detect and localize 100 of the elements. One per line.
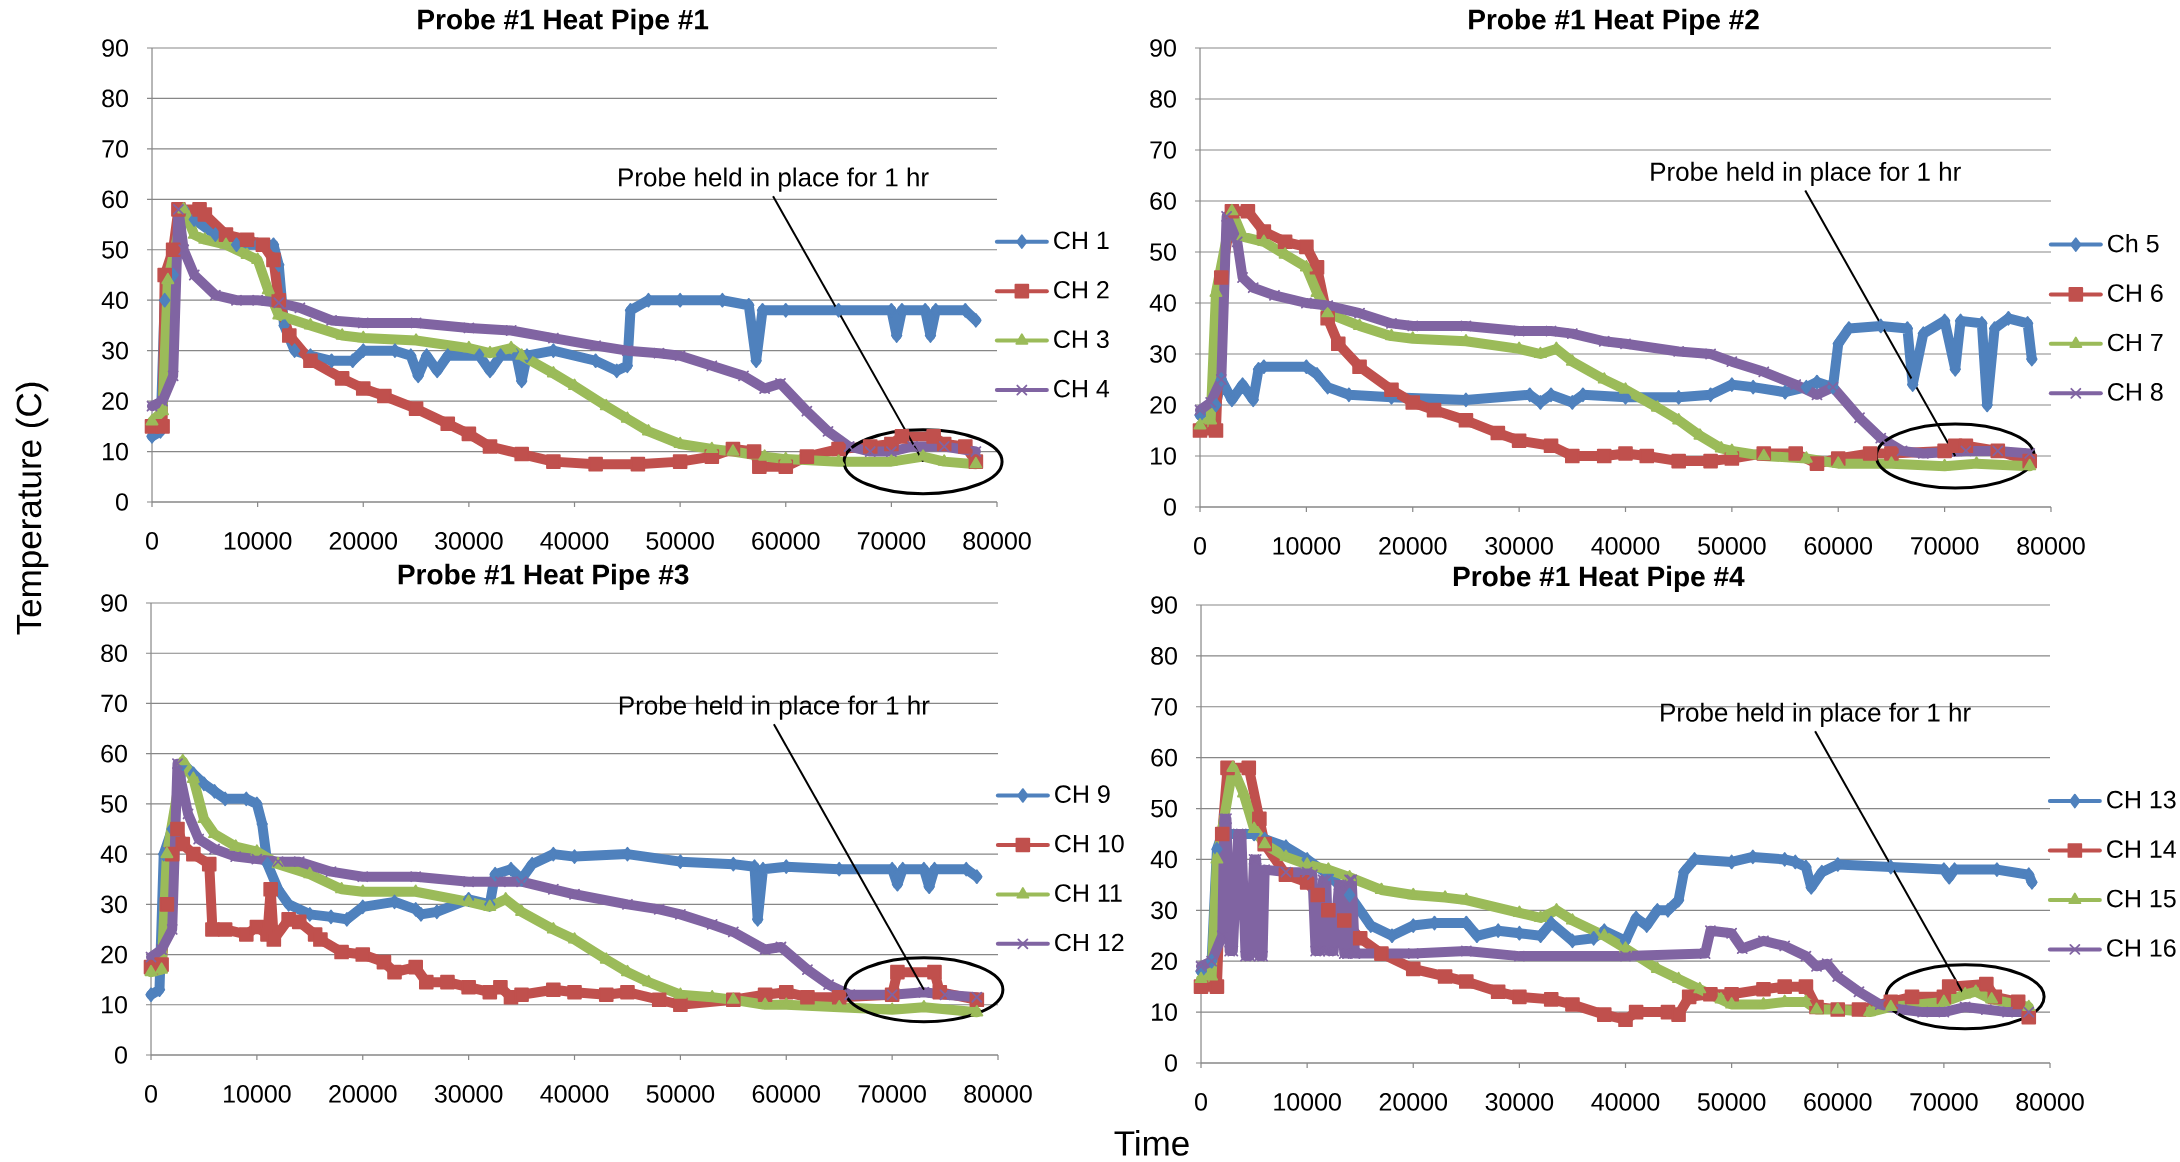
x-tick-label: 30000 [1485,537,1553,555]
y-tick-label: 60 [101,744,127,763]
legend-label: Ch 5 [2108,234,2159,253]
annotation: Probe held in place for 1 hr [1661,702,1971,727]
x-tick-label: 40000 [540,1085,609,1103]
x-tick-label: 10000 [224,1085,291,1103]
x-tick-label: 70000 [1911,537,1979,555]
y-tick-label: 60 [1150,192,1176,210]
y-tick-label: 20 [1150,396,1176,414]
legend-label: CH 10 [1055,834,1124,853]
x-axis-title: Time [1114,1130,1189,1156]
legend-label: CH 13 [2107,790,2176,809]
x-tick-label: 0 [146,532,158,550]
x-tick-label: 30000 [1485,1093,1554,1111]
chart-title: Probe #1 Heat Pipe #3 [398,563,689,590]
x-tick-label: 70000 [857,532,926,550]
legend-label: CH 8 [2108,383,2163,401]
x-tick-label: 80000 [964,1085,1032,1103]
x-tick-label: 10000 [1273,537,1341,555]
x-tick-label: 40000 [540,532,609,550]
x-tick-label: 80000 [2016,1093,2084,1111]
x-tick-label: 50000 [646,1085,715,1103]
x-tick-label: 60000 [1804,537,1872,555]
x-tick-label: 50000 [1698,537,1766,555]
y-tick-label: 80 [101,644,127,663]
y-tick-label: 20 [1151,952,1177,971]
x-tick-label: 0 [1194,537,1206,555]
x-tick-label: 80000 [2017,537,2085,555]
y-tick-label: 70 [101,694,127,713]
y-tick-label: 0 [1165,1054,1177,1072]
chart-title: Probe #1 Heat Pipe #2 [1469,8,1759,35]
y-tick-label: 90 [1150,39,1176,57]
x-tick-label: 60000 [752,532,820,550]
x-tick-label: 20000 [1379,1093,1448,1111]
x-tick-label: 70000 [1910,1093,1978,1111]
y-tick-label: 80 [1150,90,1176,108]
legend-label: CH 2 [1054,280,1109,299]
annotation: Probe held in place for 1 hr [1651,161,1961,187]
x-tick-label: 80000 [963,532,1031,550]
y-tick-label: 80 [1151,647,1177,665]
y-tick-label: 50 [1151,799,1177,818]
y-tick-label: 0 [116,493,128,511]
x-tick-label: 0 [145,1085,157,1103]
y-tick-label: 80 [102,89,128,108]
y-tick-label: 50 [1150,243,1176,261]
y-tick-label: 20 [101,945,127,964]
chart-title: Probe #1 Heat Pipe #4 [1453,565,1745,592]
legend-label: CH 11 [1055,884,1122,902]
x-tick-label: 20000 [1379,537,1447,555]
y-tick-label: 70 [1150,141,1176,159]
x-tick-label: 30000 [435,532,503,550]
y-tick-label: 40 [1149,294,1176,312]
x-tick-label: 10000 [1274,1093,1341,1111]
y-tick-label: 10 [102,995,127,1014]
y-tick-label: 30 [1151,901,1177,920]
legend-label: CH 4 [1054,379,1110,398]
y-tick-label: 90 [102,39,128,57]
y-axis-title: Temperature (C) [15,382,49,635]
y-tick-label: 10 [103,442,128,461]
y-tick-label: 90 [101,594,127,612]
legend-label: CH 15 [2107,889,2176,908]
legend-label: CH 7 [2108,333,2163,352]
legend-label: CH 12 [1055,933,1124,952]
y-tick-label: 70 [1151,697,1177,716]
legend-label: CH 9 [1055,785,1110,803]
y-tick-label: 30 [1150,345,1176,363]
legend-label: CH 3 [1054,330,1109,349]
y-tick-label: 10 [1151,447,1176,465]
annotation: Probe held in place for 1 hr [619,695,930,720]
y-tick-label: 40 [100,845,127,863]
y-tick-label: 50 [101,795,127,813]
y-tick-label: 70 [102,140,128,158]
x-tick-label: 20000 [329,532,398,550]
y-tick-label: 40 [1150,850,1177,869]
x-tick-label: 60000 [752,1085,821,1103]
chart-title: Probe #1 Heat Pipe #1 [418,8,709,35]
y-tick-label: 50 [102,240,128,259]
x-tick-label: 20000 [329,1085,397,1103]
y-tick-label: 20 [102,392,128,410]
y-tick-label: 0 [115,1046,127,1064]
x-tick-label: 0 [1195,1093,1207,1111]
legend-label: CH 6 [2108,284,2163,302]
y-tick-label: 60 [102,190,128,209]
legend-label: CH 1 [1054,231,1109,250]
y-tick-label: 30 [102,341,128,360]
y-tick-label: 40 [101,291,128,310]
y-tick-label: 0 [1164,498,1176,516]
x-tick-label: 60000 [1804,1093,1872,1111]
x-tick-label: 50000 [1697,1093,1766,1111]
x-tick-label: 40000 [1591,1093,1660,1111]
x-tick-label: 70000 [858,1085,926,1103]
y-tick-label: 10 [1152,1003,1177,1021]
annotation: Probe held in place for 1 hr [619,167,929,192]
legend-label: CH 16 [2107,939,2176,957]
y-tick-label: 90 [1151,596,1177,614]
x-tick-label: 30000 [434,1085,503,1103]
y-tick-label: 30 [101,895,127,914]
legend-label: CH 14 [2107,840,2176,858]
y-tick-label: 60 [1151,748,1177,767]
x-tick-label: 40000 [1591,537,1660,555]
